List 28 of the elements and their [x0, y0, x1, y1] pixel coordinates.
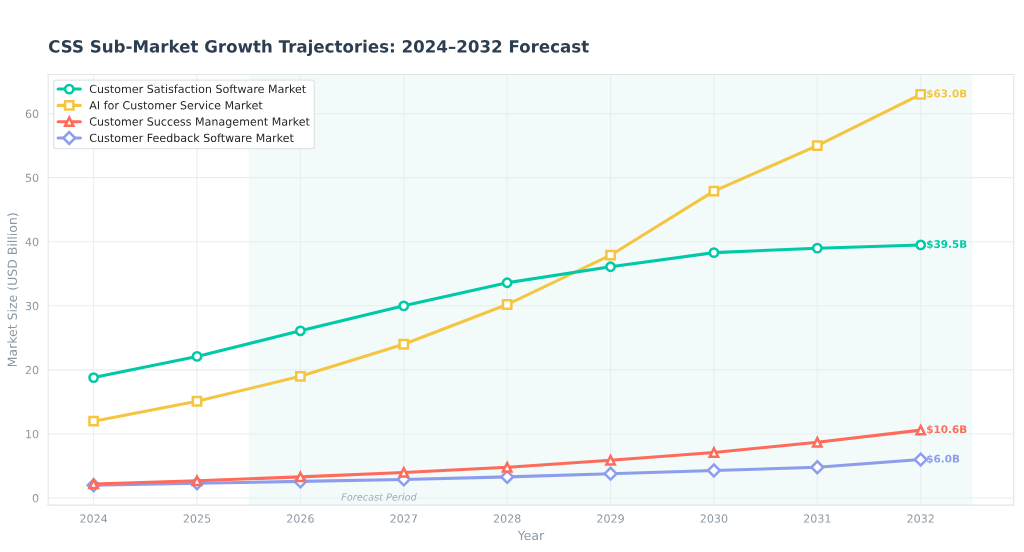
x-axis-title: Year — [517, 530, 545, 541]
x-tick-label: 2027 — [390, 514, 417, 523]
legend-label: Customer Feedback Software Market — [89, 133, 294, 143]
data-label: $39.5B — [927, 239, 967, 250]
y-tick-label: 50 — [25, 173, 39, 183]
x-tick-label: 2030 — [700, 514, 728, 523]
x-tick-label: 2031 — [804, 514, 831, 523]
legend-label: Customer Success Management Market — [89, 117, 310, 128]
data-label: $63.0B — [927, 89, 967, 99]
y-tick-label: 30 — [25, 301, 39, 311]
legend-label: AI for Customer Service Market — [89, 100, 263, 110]
x-tick-label: 2028 — [493, 514, 521, 523]
data-label: $10.6B — [927, 425, 967, 435]
legend-label: Customer Satisfaction Software Market — [89, 84, 306, 94]
y-axis-title: Market Size (USD Billion) — [7, 213, 19, 367]
band-label: Forecast Period — [341, 493, 417, 501]
x-tick-label: 2029 — [597, 514, 624, 523]
data-label: $6.0B — [927, 454, 960, 464]
y-tick-label: 20 — [25, 365, 39, 375]
y-tick-label: 40 — [25, 237, 39, 247]
x-tick-label: 2024 — [80, 514, 108, 523]
chart-title: CSS Sub-Market Growth Trajectories: 2024–2032 Forecast — [48, 39, 589, 57]
x-tick-label: 2025 — [183, 514, 211, 523]
y-tick-label: 0 — [32, 494, 39, 503]
x-tick-label: 2026 — [287, 514, 314, 523]
y-tick-label: 60 — [25, 109, 39, 118]
y-tick-label: 10 — [26, 429, 39, 439]
x-tick-label: 2032 — [907, 514, 934, 523]
